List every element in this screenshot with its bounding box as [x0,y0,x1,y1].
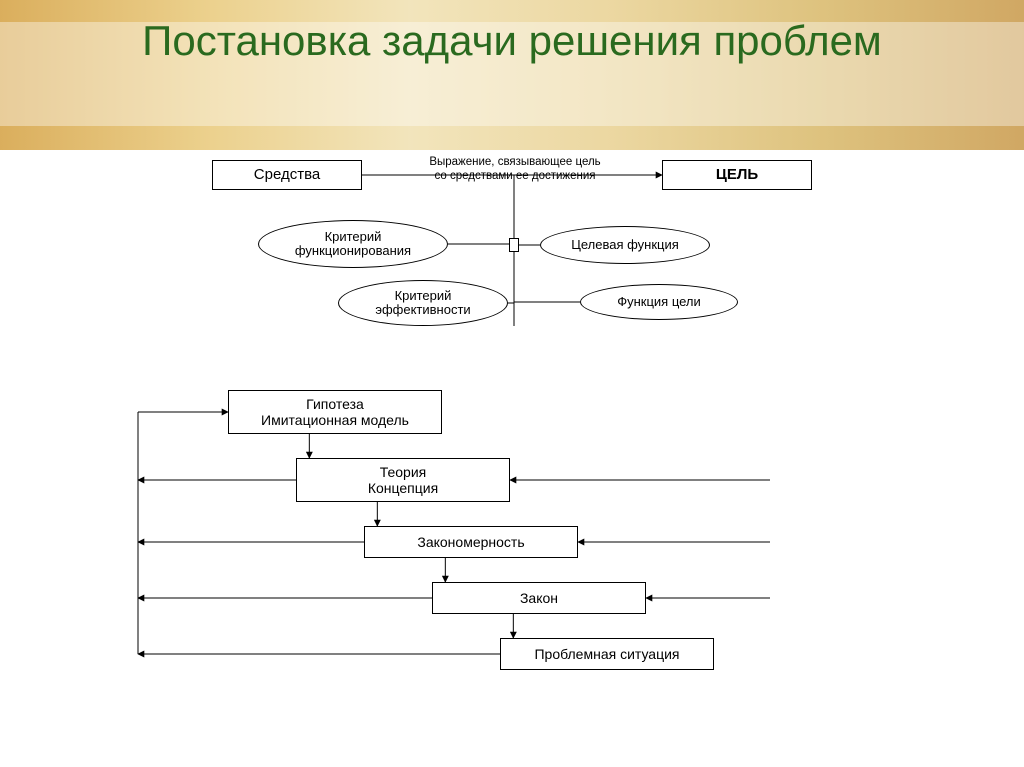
node-n5: Проблемная ситуация [500,638,714,670]
node-cel: ЦЕЛЬ [662,160,812,190]
node-label: Критерийфункционирования [295,230,411,259]
node-n2: ТеорияКонцепция [296,458,510,502]
node-cel_func: Целевая функция [540,226,710,264]
edge-label-top: Выражение, связывающее цельсо средствами… [400,156,630,184]
node-sredstva: Средства [212,160,362,190]
junction-box [509,238,519,252]
node-label: Закономерность [417,534,524,550]
node-n1: ГипотезаИмитационная модель [228,390,442,434]
page-title: Постановка задачи решения проблем [0,0,1024,98]
node-n3: Закономерность [364,526,578,558]
node-label: Закон [520,590,558,606]
node-fn_cel: Функция цели [580,284,738,320]
node-n4: Закон [432,582,646,614]
node-label: Целевая функция [571,238,679,252]
node-label: Функция цели [617,295,701,309]
node-kr_eff: Критерийэффективности [338,280,508,326]
node-label: ТеорияКонцепция [368,464,438,496]
node-label: Критерийэффективности [375,289,470,318]
node-label: Проблемная ситуация [534,646,679,662]
node-label: ГипотезаИмитационная модель [261,396,409,428]
diagram-canvas: Средства ЦЕЛЬ Критерийфункционирования Целе… [0,150,1024,750]
node-label: ЦЕЛЬ [716,166,758,183]
title-band: Постановка задачи решения проблем [0,0,1024,150]
node-kr_func: Критерийфункционирования [258,220,448,268]
node-label: Средства [254,166,320,183]
